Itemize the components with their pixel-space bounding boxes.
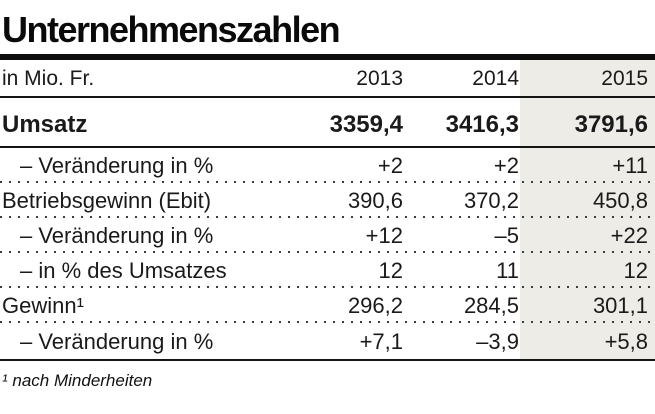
value-2015: +11 — [612, 153, 648, 178]
financial-table: in Mio. Fr. 2013 2014 2015 Umsatz 3359,4 3… — [0, 60, 655, 361]
value-2014: 11 — [496, 258, 519, 283]
row-label: – Veränderung in % — [20, 329, 214, 354]
value-2013: 296,2 — [347, 293, 403, 318]
value-2014: 370,2 — [463, 188, 519, 213]
row-label: Umsatz — [2, 111, 88, 138]
table-row: Betriebsgewinn (Ebit) 390,6 370,2 450,8 — [0, 183, 655, 218]
value-2013: +2 — [377, 153, 403, 178]
table-row: Gewinn¹ 296,2 284,5 301,1 — [0, 288, 655, 323]
column-header-2014: 2014 — [472, 67, 519, 90]
value-2015: 3791,6 — [574, 111, 648, 138]
value-2014: +2 — [493, 153, 519, 178]
table-row: – Veränderung in % +2 +2 +11 — [0, 148, 655, 183]
row-label: – in % des Umsatzes — [20, 258, 227, 283]
value-2015: 12 — [623, 258, 648, 283]
row-label: – Veränderung in % — [20, 153, 214, 178]
value-2015: 301,1 — [592, 293, 648, 318]
table-row: – Veränderung in % +12 –5 +22 — [0, 218, 655, 253]
table-body: Umsatz 3359,4 3416,3 3791,6 – Veränderung in… — [0, 98, 655, 361]
value-2015: +22 — [610, 223, 648, 248]
table-row: – Veränderung in % +7,1 –3,9 +5,8 — [0, 323, 655, 361]
column-header-2015: 2015 — [601, 67, 648, 90]
value-2015: 450,8 — [592, 188, 648, 213]
value-2013: 3359,4 — [329, 111, 403, 138]
unit-label: in Mio. Fr. — [2, 67, 95, 90]
row-label: Gewinn¹ — [2, 293, 84, 318]
row-label: Betriebsgewinn (Ebit) — [2, 188, 212, 213]
value-2013: +12 — [365, 223, 403, 248]
row-label: – Veränderung in % — [20, 223, 214, 248]
value-2014: –3,9 — [476, 329, 519, 354]
value-2014: 284,5 — [463, 293, 519, 318]
value-2013: 390,6 — [347, 188, 403, 213]
title-divider-rule — [0, 54, 655, 60]
table-row: – in % des Umsatzes 12 11 12 — [0, 253, 655, 288]
page-title: Unternehmenszahlen — [2, 9, 341, 50]
table-header-row: in Mio. Fr. 2013 2014 2015 — [0, 60, 655, 98]
table-row: Umsatz 3359,4 3416,3 3791,6 — [0, 98, 655, 148]
value-2013: 12 — [378, 258, 403, 283]
column-header-2013: 2013 — [356, 67, 403, 90]
footnote: ¹ nach Minderheiten — [2, 371, 153, 390]
value-2014: 3416,3 — [445, 111, 519, 138]
value-2013: +7,1 — [359, 329, 403, 354]
value-2014: –5 — [494, 223, 519, 248]
value-2015: +5,8 — [604, 329, 648, 354]
